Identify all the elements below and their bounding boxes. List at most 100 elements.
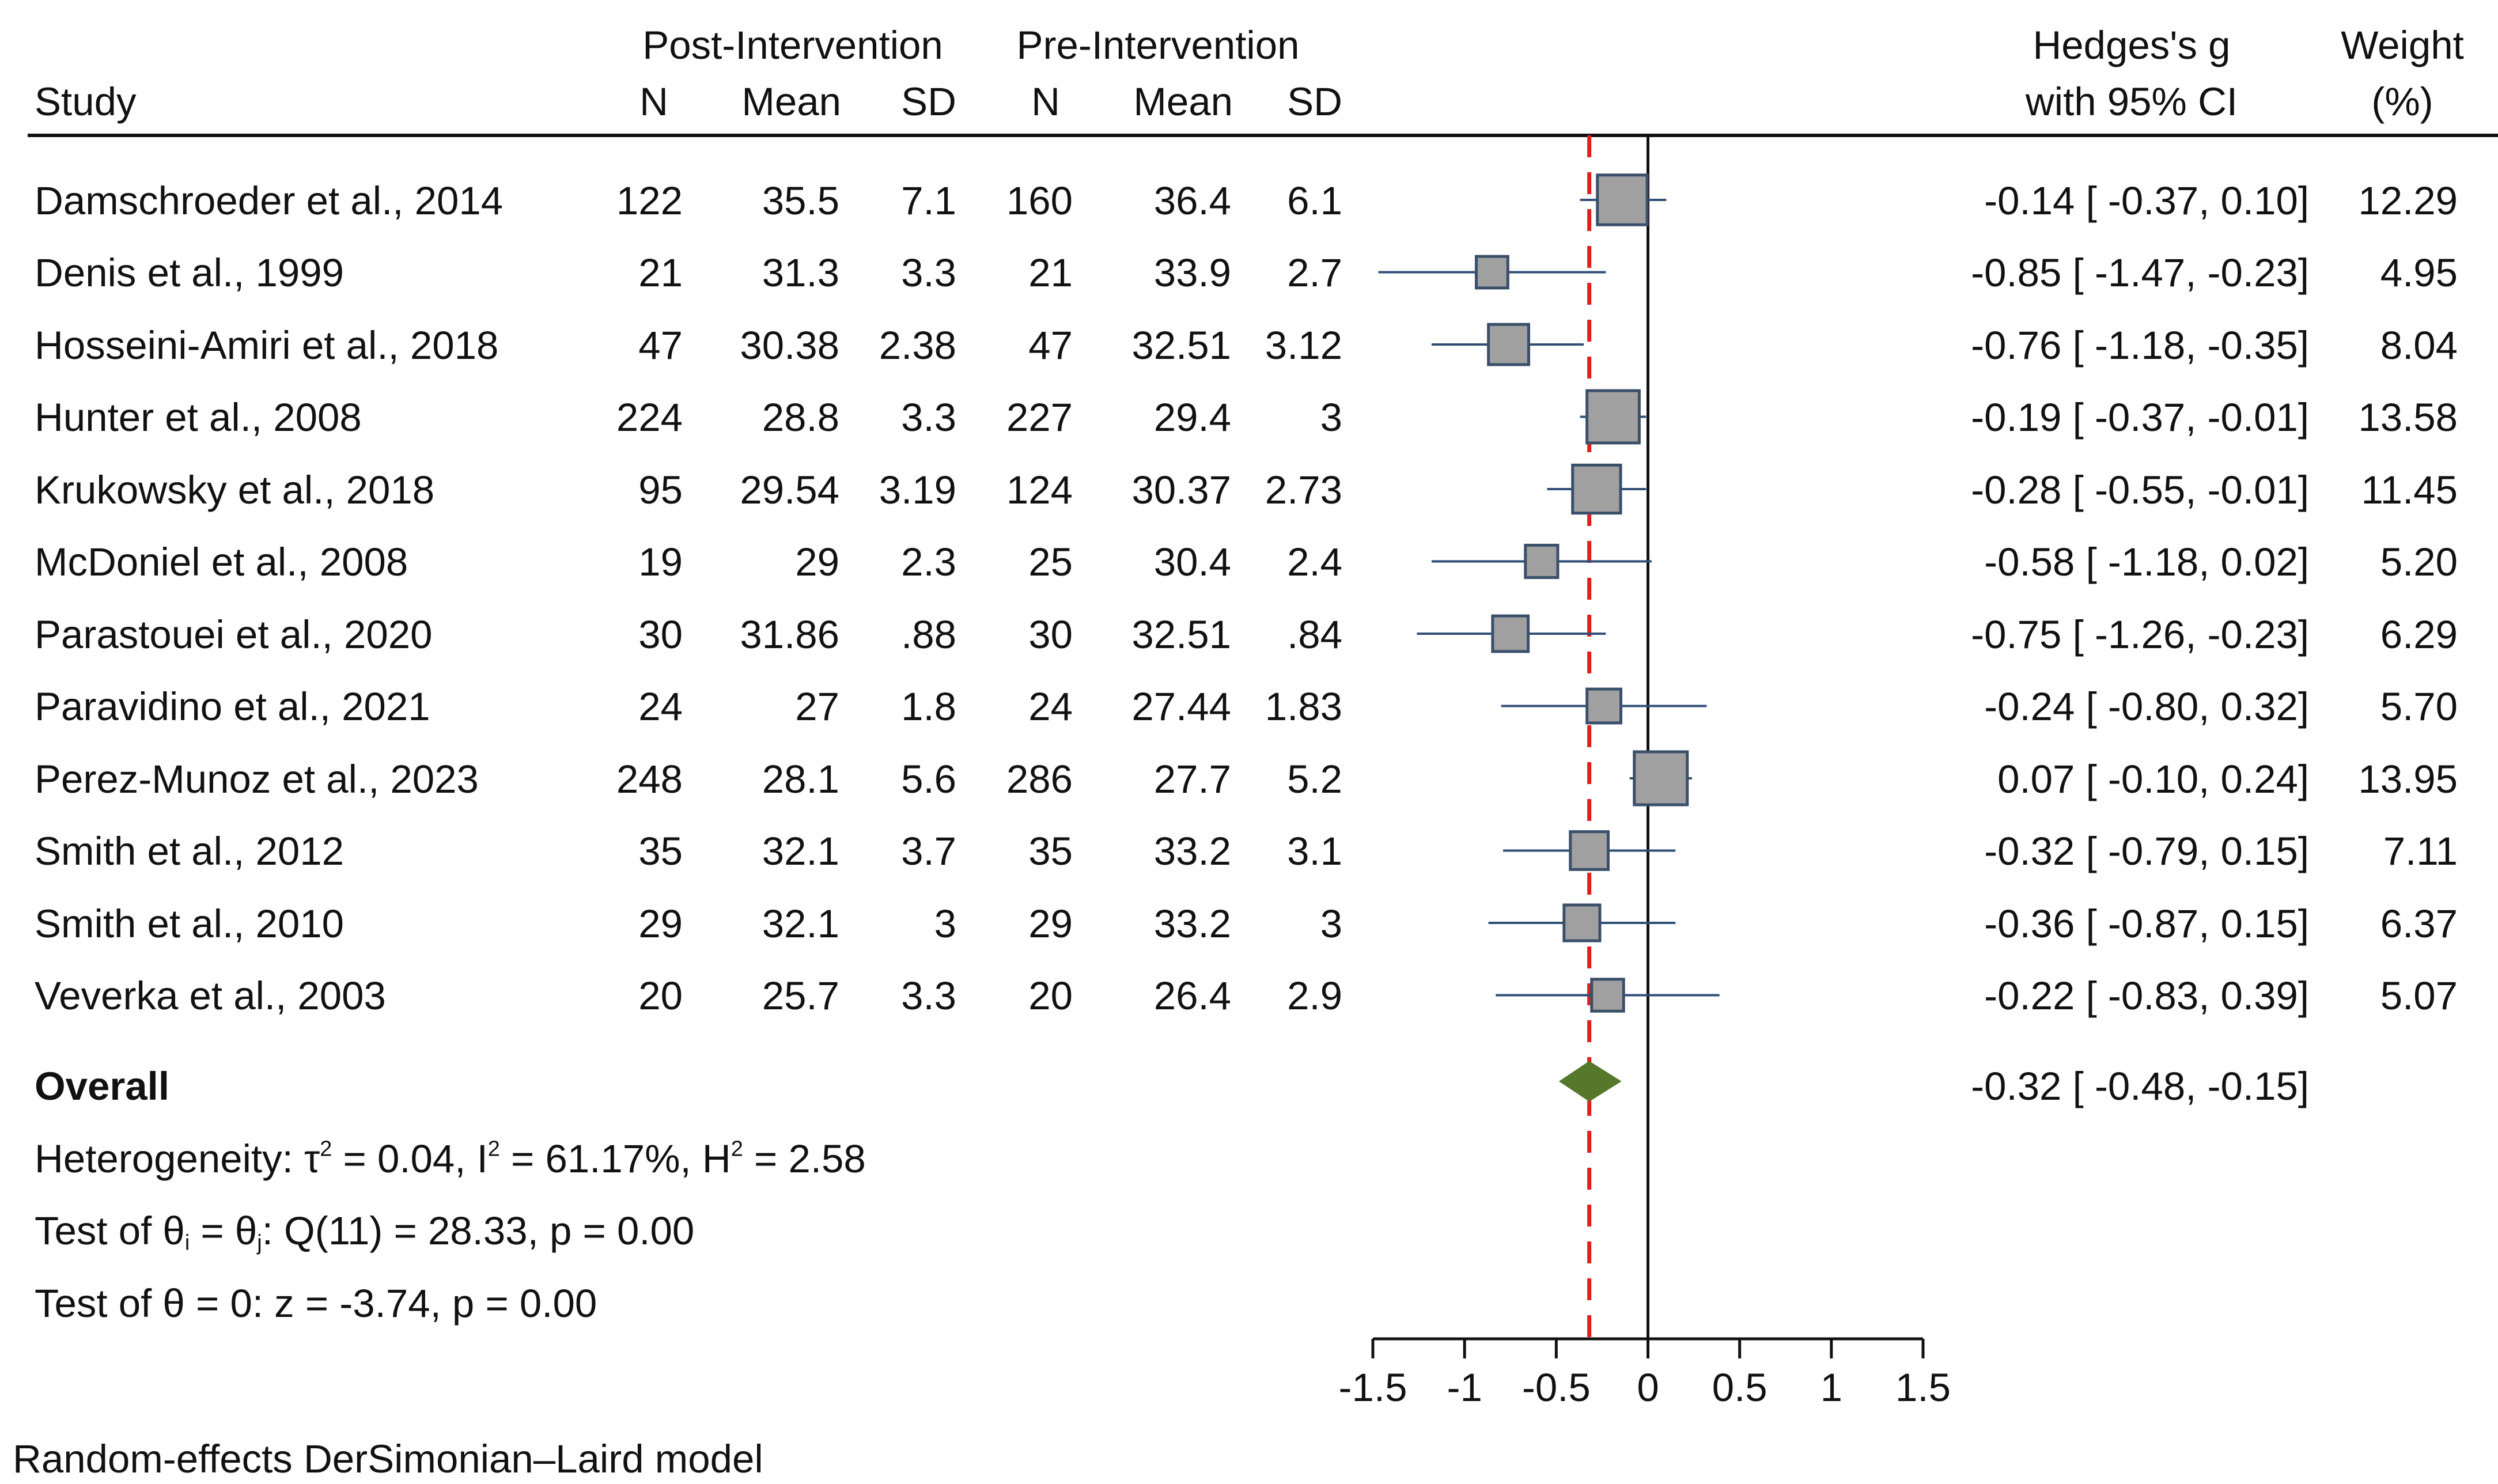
effect-ci: -0.36 [ -0.87, 0.15]: [1984, 902, 2309, 946]
post-mean: 30.38: [740, 323, 839, 368]
effect-ci: -0.24 [ -0.80, 0.32]: [1984, 684, 2309, 729]
header-weight-title: Weight: [2341, 23, 2464, 67]
pre-mean: 30.4: [1153, 540, 1231, 584]
x-tick-label: -0.5: [1522, 1365, 1591, 1410]
post-n: 95: [638, 468, 683, 512]
post-n: 19: [638, 540, 683, 584]
overall-effect-test: Test of θ = 0: z = -3.74, p = 0.00: [35, 1281, 597, 1326]
header-pre-mean: Mean: [1133, 80, 1233, 124]
header-post-mean: Mean: [741, 80, 841, 124]
pre-n: 24: [1028, 684, 1073, 729]
study-name: Paravidino et al., 2021: [35, 684, 430, 729]
x-tick-label: 1.5: [1895, 1365, 1951, 1410]
header-pre-n: N: [1031, 80, 1060, 124]
header-post-sd: SD: [901, 80, 956, 124]
effect-square: [1590, 978, 1625, 1013]
study-name: Veverka et al., 2003: [35, 974, 386, 1018]
header-post-n: N: [639, 80, 668, 124]
weight: 5.20: [2380, 540, 2458, 584]
post-n: 122: [616, 179, 683, 223]
study-name: Krukowsky et al., 2018: [35, 468, 435, 512]
post-sd: 3.7: [901, 829, 956, 873]
post-mean: 31.3: [762, 251, 839, 295]
post-mean: 35.5: [762, 179, 839, 223]
overall-label: Overall: [35, 1064, 169, 1108]
weight: 6.37: [2380, 902, 2458, 946]
weight: 13.58: [2358, 395, 2458, 440]
pre-mean: 33.2: [1153, 902, 1231, 946]
pre-mean: 26.4: [1153, 974, 1231, 1018]
study-markers: [1378, 173, 1720, 1102]
pre-sd: 3: [1320, 395, 1342, 440]
study-name: Smith et al., 2012: [35, 829, 344, 873]
study-name: Damschroeder et al., 2014: [35, 179, 504, 223]
post-sd: 3.3: [901, 395, 956, 440]
pre-sd: 1.83: [1265, 684, 1342, 729]
pre-n: 160: [1006, 179, 1073, 223]
effect-square: [1487, 323, 1530, 366]
header-weight-unit: (%): [2371, 80, 2433, 124]
study-name: Denis et al., 1999: [35, 251, 345, 295]
weight: 8.04: [2380, 323, 2458, 368]
x-tick-label: 0.5: [1712, 1365, 1767, 1410]
post-n: 224: [616, 395, 683, 440]
effect-ci: -0.14 [ -0.37, 0.10]: [1984, 179, 2309, 223]
effect-square: [1562, 903, 1602, 942]
pre-sd: 3: [1320, 902, 1342, 946]
effect-ci: -0.32 [ -0.79, 0.15]: [1984, 829, 2309, 873]
homogeneity-test: Test of θi = θj: Q(11) = 28.33, p = 0.00: [35, 1209, 695, 1255]
pre-mean: 27.44: [1131, 684, 1231, 729]
post-sd: 3.19: [879, 468, 956, 512]
pre-mean: 32.51: [1131, 323, 1231, 368]
x-axis-ticks: -1.5 -1 -0.5 0 0.5 1 1.5: [1339, 1339, 1951, 1410]
post-sd: .88: [901, 612, 956, 657]
pre-n: 20: [1028, 974, 1073, 1018]
study-name: McDoniel et al., 2008: [35, 540, 408, 584]
effect-square: [1475, 255, 1509, 290]
post-mean: 31.86: [740, 612, 839, 657]
post-sd: 1.8: [901, 684, 956, 729]
pre-sd: 5.2: [1287, 757, 1342, 801]
effect-ci: -0.58 [ -1.18, 0.02]: [1984, 540, 2309, 584]
effect-ci: -0.22 [ -0.83, 0.39]: [1984, 974, 2309, 1018]
effect-square: [1596, 173, 1649, 226]
weight: 13.95: [2358, 757, 2458, 801]
model-footnote: Random-effects DerSimonian–Laird model: [13, 1437, 763, 1481]
pre-mean: 33.9: [1153, 251, 1231, 295]
pre-sd: 3.1: [1287, 829, 1342, 873]
effect-ci: -0.85 [ -1.47, -0.23]: [1971, 251, 2309, 295]
effect-ci: 0.07 [ -0.10, 0.24]: [1997, 757, 2309, 801]
post-sd: 5.6: [901, 757, 956, 801]
header-effect-subtitle: with 95% CI: [2025, 80, 2238, 124]
effect-square: [1571, 463, 1622, 515]
weight: 12.29: [2358, 179, 2458, 223]
x-tick-label: -1.5: [1339, 1365, 1407, 1410]
post-n: 29: [638, 902, 683, 946]
pre-mean: 27.7: [1153, 757, 1231, 801]
header-study: Study: [35, 80, 137, 124]
effect-square: [1585, 687, 1623, 725]
weight: 4.95: [2380, 251, 2458, 295]
effect-square: [1524, 543, 1560, 580]
post-mean: 29: [795, 540, 839, 584]
effect-square: [1585, 389, 1641, 445]
pre-n: 29: [1028, 902, 1073, 946]
pre-sd: 2.9: [1287, 974, 1342, 1018]
weight: 7.11: [2383, 829, 2458, 873]
post-n: 24: [638, 684, 683, 729]
overall-diamond: [1558, 1061, 1622, 1102]
pre-n: 30: [1028, 612, 1073, 657]
x-tick-label: 0: [1637, 1365, 1659, 1410]
header-pre-intervention: Pre-Intervention: [1016, 23, 1300, 67]
post-sd: 2.38: [879, 323, 956, 368]
pre-n: 227: [1006, 395, 1073, 440]
post-n: 248: [616, 757, 683, 801]
study-name: Smith et al., 2010: [35, 902, 344, 946]
post-sd: 2.3: [901, 540, 956, 584]
weight: 11.45: [2361, 468, 2458, 512]
pre-sd: 3.12: [1265, 323, 1342, 368]
post-n: 20: [638, 974, 683, 1018]
overall-effect-ci: -0.32 [ -0.48, -0.15]: [1971, 1064, 2309, 1108]
effect-square: [1633, 750, 1689, 807]
